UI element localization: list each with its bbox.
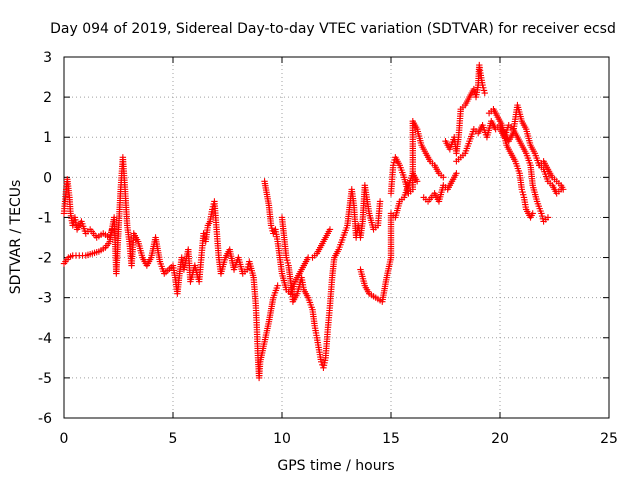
y-tick-label: -3	[38, 291, 52, 307]
y-tick-label: -1	[38, 210, 52, 226]
y-tick-label: -5	[38, 371, 52, 387]
data-point	[560, 186, 567, 193]
x-tick-label: 5	[169, 431, 178, 447]
data-point	[318, 358, 325, 366]
x-tick-label: 25	[600, 431, 618, 447]
data-point	[376, 198, 384, 205]
x-tick-label: 0	[60, 431, 69, 447]
data-points	[60, 61, 567, 382]
x-tick-label: 15	[382, 431, 400, 447]
y-tick-label: 1	[43, 130, 52, 146]
chart-title: Day 094 of 2019, Sidereal Day-to-day VTE…	[50, 21, 616, 37]
y-tick-label: -4	[38, 331, 52, 347]
x-axis-label: GPS time / hours	[277, 458, 394, 474]
y-axis-label: SDTVAR / TECUs	[8, 180, 24, 295]
y-tick-label: 3	[43, 50, 52, 66]
y-tick-label: -6	[38, 411, 52, 427]
x-tick-label: 10	[273, 431, 291, 447]
y-tick-label: 0	[43, 170, 52, 186]
axis-ticks: 0 5 10 15 20 25 -6 -5 -4 -3 -2 -1 0 1 2 3	[38, 50, 618, 447]
y-tick-label: -2	[38, 251, 52, 267]
data-point	[274, 282, 281, 289]
data-point	[453, 170, 460, 177]
x-tick-label: 20	[491, 431, 509, 447]
y-tick-label: 2	[43, 90, 52, 106]
plot-area	[63, 56, 610, 419]
data-point	[544, 214, 552, 221]
data-point	[529, 210, 536, 217]
data-point	[481, 89, 488, 97]
data-point	[440, 174, 447, 181]
grid-lines	[64, 57, 609, 418]
data-point	[413, 178, 421, 185]
data-point	[326, 226, 334, 233]
